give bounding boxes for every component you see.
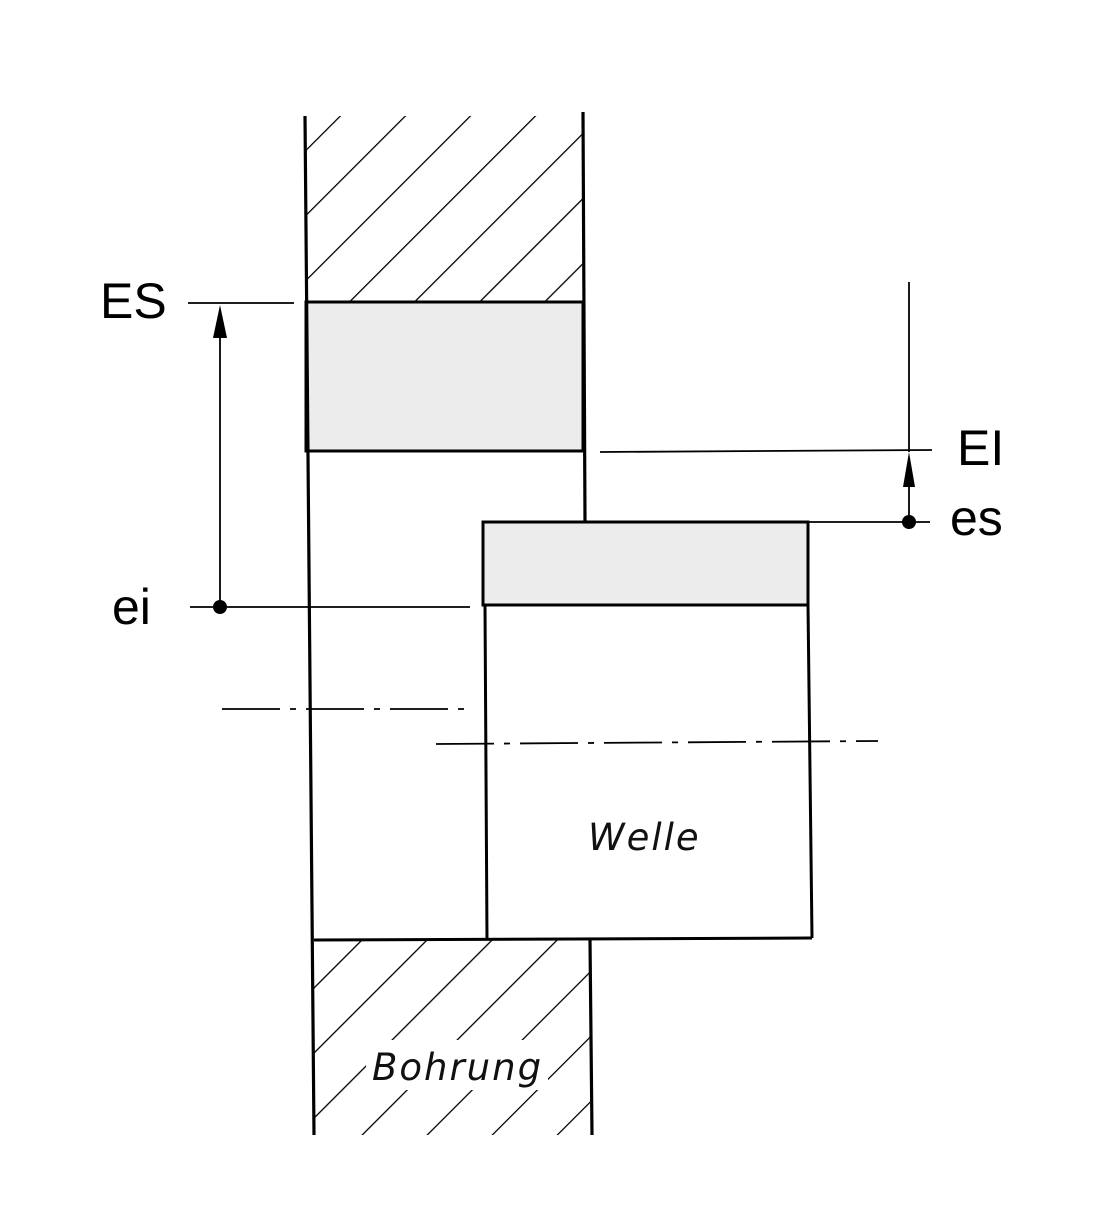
arrow-up-icon [213, 305, 227, 338]
origin-dot-icon [213, 600, 227, 614]
label-EI: EI [957, 420, 1004, 476]
dimension-es-ei [213, 305, 227, 614]
label-es: es [950, 490, 1003, 546]
bore-upper-hatch [306, 116, 583, 302]
label-ei: ei [112, 579, 151, 635]
label-shaft: Welle [588, 816, 701, 859]
label-ES: ES [100, 273, 167, 329]
dimension-EI-es [902, 282, 916, 529]
label-bore: Bohrung [372, 1046, 543, 1089]
center-lines [222, 708, 879, 745]
bore-lower-hatch [314, 940, 590, 1135]
bore-tolerance-zone [304, 300, 585, 453]
origin-dot-icon [902, 515, 916, 529]
shaft-outline [313, 604, 814, 942]
shaft-tolerance-zone [481, 520, 810, 607]
arrow-up-icon [903, 452, 915, 487]
bore-walls [303, 111, 594, 1136]
